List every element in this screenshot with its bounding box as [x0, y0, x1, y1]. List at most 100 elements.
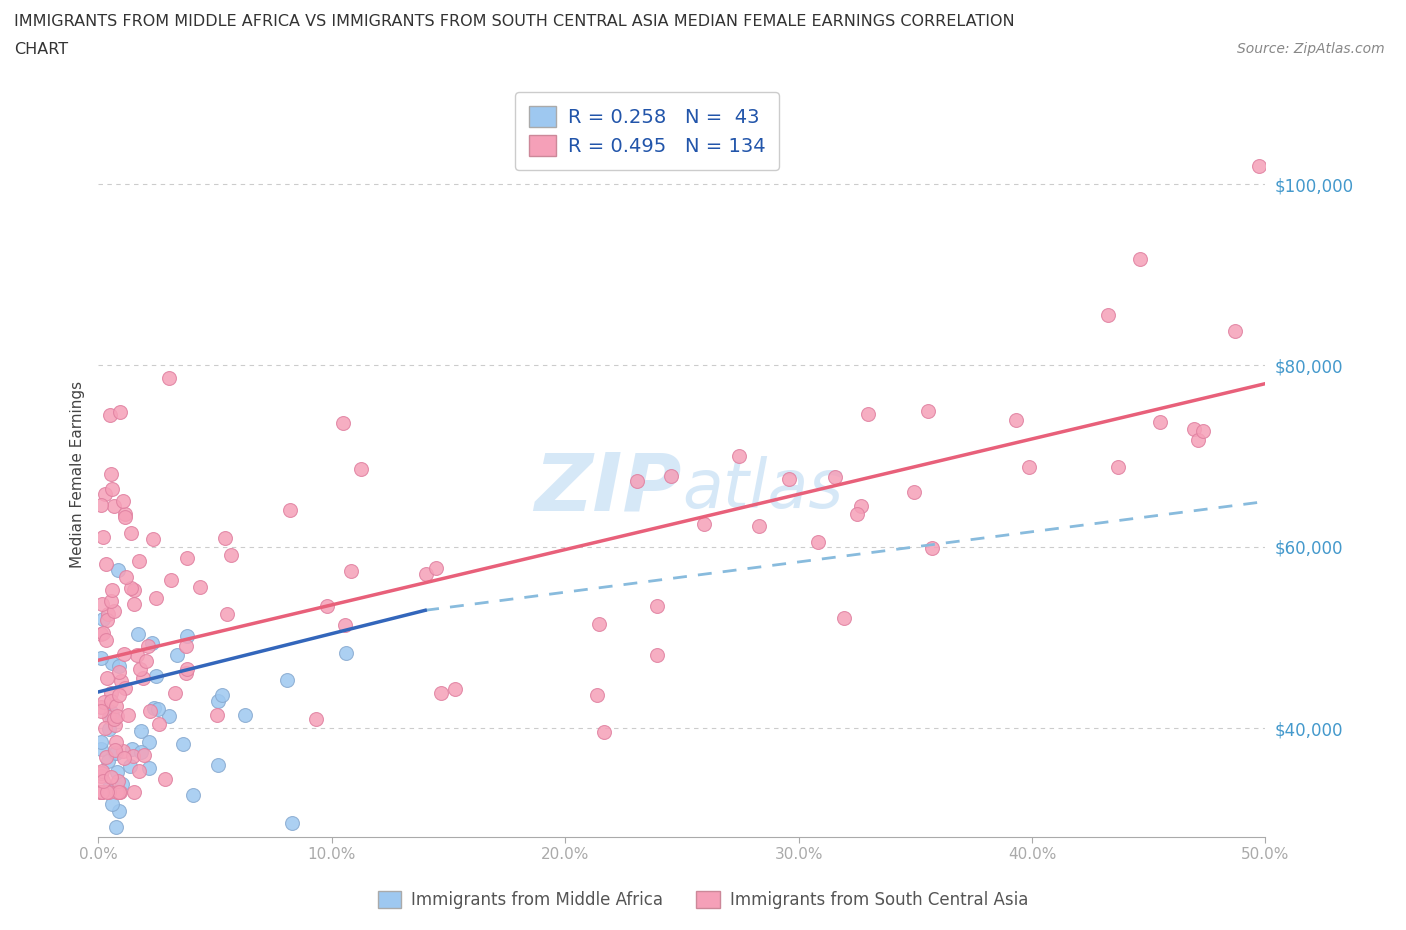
Point — [101, 710, 124, 724]
Point — [93, 695, 115, 710]
Point — [174, 665, 197, 680]
Text: Source: ZipAtlas.com: Source: ZipAtlas.com — [1237, 42, 1385, 56]
Point — [90, 784, 112, 799]
Point — [728, 448, 751, 463]
Point — [117, 708, 139, 723]
Point — [176, 551, 198, 565]
Point — [100, 694, 122, 709]
Point — [146, 701, 169, 716]
Point — [1149, 415, 1171, 430]
Point — [425, 560, 447, 575]
Point — [118, 758, 141, 773]
Point — [90, 768, 112, 783]
Point — [851, 498, 873, 513]
Point — [211, 687, 233, 702]
Point — [108, 784, 131, 799]
Point — [100, 709, 122, 724]
Point — [105, 819, 128, 834]
Point — [214, 531, 236, 546]
Point — [90, 784, 112, 799]
Point — [135, 654, 157, 669]
Point — [1192, 423, 1215, 438]
Point — [98, 722, 121, 737]
Point — [172, 737, 194, 751]
Point — [97, 607, 120, 622]
Point — [335, 645, 357, 660]
Point — [807, 534, 830, 549]
Point — [90, 699, 112, 714]
Point — [1005, 413, 1028, 428]
Point — [1107, 459, 1129, 474]
Point — [112, 743, 135, 758]
Point — [339, 564, 361, 578]
Point — [176, 629, 198, 644]
Point — [90, 784, 112, 799]
Point — [94, 721, 117, 736]
Point — [105, 709, 128, 724]
Point — [107, 562, 129, 577]
Point — [112, 646, 135, 661]
Point — [131, 671, 153, 685]
Point — [129, 662, 152, 677]
Point — [114, 681, 136, 696]
Point — [903, 485, 925, 499]
Point — [233, 707, 256, 722]
Point — [157, 709, 180, 724]
Point — [281, 816, 304, 830]
Point — [626, 474, 648, 489]
Legend: Immigrants from Middle Africa, Immigrants from South Central Asia: Immigrants from Middle Africa, Immigrant… — [370, 883, 1036, 917]
Point — [96, 632, 118, 647]
Point — [205, 708, 228, 723]
Point — [96, 671, 118, 685]
Point — [91, 612, 114, 627]
Point — [747, 519, 769, 534]
Point — [1018, 459, 1040, 474]
Point — [1247, 158, 1270, 173]
Point — [181, 788, 204, 803]
Point — [98, 784, 121, 799]
Point — [94, 486, 117, 501]
Point — [165, 685, 187, 700]
Point — [91, 597, 114, 612]
Point — [645, 647, 668, 662]
Point — [1187, 432, 1209, 447]
Point — [153, 772, 176, 787]
Point — [104, 746, 127, 761]
Point — [585, 687, 607, 702]
Point — [125, 647, 148, 662]
Point — [207, 694, 229, 709]
Point — [103, 711, 125, 726]
Point — [316, 598, 339, 613]
Point — [115, 569, 138, 584]
Point — [145, 669, 167, 684]
Point — [91, 774, 114, 789]
Point — [921, 540, 943, 555]
Point — [121, 748, 143, 763]
Point — [90, 498, 112, 512]
Point — [100, 769, 122, 784]
Point — [100, 685, 122, 700]
Point — [207, 757, 229, 772]
Point — [120, 525, 142, 540]
Point — [101, 481, 124, 496]
Point — [90, 650, 112, 665]
Point — [98, 710, 121, 724]
Point — [166, 647, 188, 662]
Point — [174, 638, 197, 653]
Point — [93, 626, 115, 641]
Point — [138, 761, 160, 776]
Point — [100, 466, 122, 481]
Point — [592, 724, 614, 739]
Point — [415, 566, 437, 581]
Point — [276, 673, 298, 688]
Point — [111, 494, 134, 509]
Point — [108, 659, 131, 674]
Point — [856, 406, 879, 421]
Point — [219, 547, 242, 562]
Text: CHART: CHART — [14, 42, 67, 57]
Point — [120, 581, 142, 596]
Point — [104, 745, 127, 760]
Point — [96, 750, 118, 764]
Point — [91, 784, 114, 799]
Point — [105, 698, 128, 713]
